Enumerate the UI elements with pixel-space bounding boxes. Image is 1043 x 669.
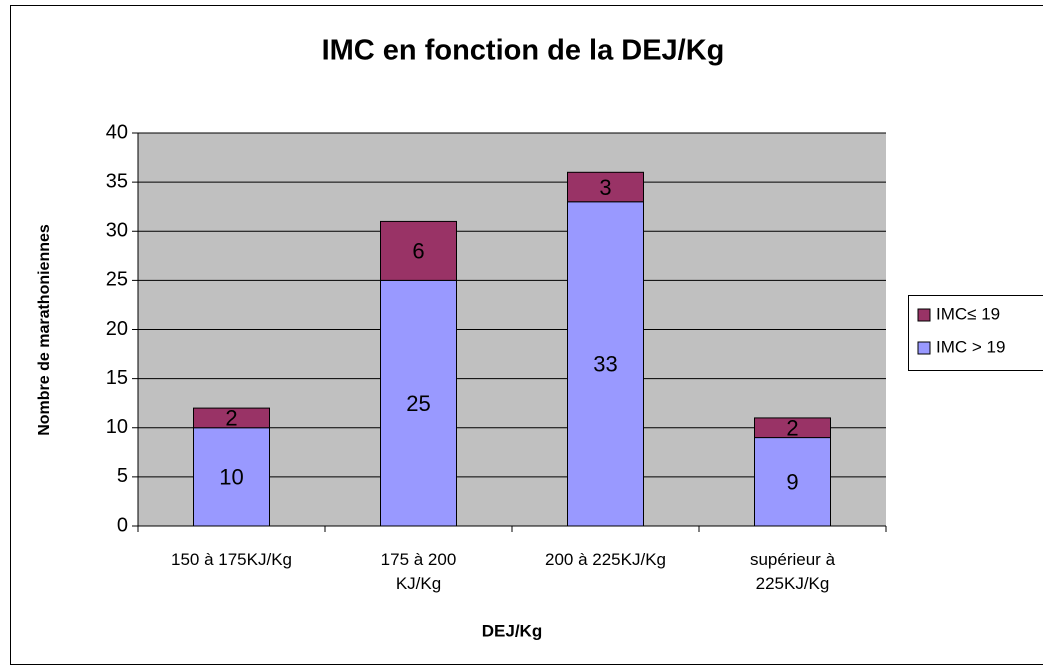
legend-label: IMC > 19 bbox=[936, 337, 1005, 356]
x-tick-label: 200 à 225KJ/Kg bbox=[545, 550, 666, 569]
bar-segment bbox=[380, 279, 457, 527]
x-tick-label: supérieur à 225KJ/Kg bbox=[749, 550, 836, 593]
legend-label: IMC≤ 19 bbox=[936, 304, 1000, 323]
y-tick-label: 30 bbox=[106, 220, 128, 242]
data-label: 6 bbox=[412, 239, 424, 264]
y-tick-label: 5 bbox=[117, 465, 128, 487]
y-tick-label: 20 bbox=[106, 318, 128, 340]
y-tick-label: 15 bbox=[106, 367, 128, 389]
y-axis-label: Nombre de marathoniennes bbox=[36, 224, 53, 436]
data-label: 33 bbox=[593, 352, 617, 377]
data-label: 25 bbox=[406, 391, 430, 416]
bar-segment bbox=[754, 437, 831, 527]
bar-segment bbox=[567, 171, 644, 203]
legend-swatch bbox=[917, 308, 931, 322]
data-label: 10 bbox=[219, 465, 243, 490]
legend-swatch bbox=[917, 341, 931, 355]
chart-title: IMC en fonction de la DEJ/Kg bbox=[322, 35, 725, 67]
data-label: 2 bbox=[786, 416, 798, 441]
y-tick-label: 40 bbox=[106, 121, 128, 143]
data-label: 2 bbox=[225, 406, 237, 431]
y-tick-label: 10 bbox=[106, 416, 128, 438]
data-label: 3 bbox=[599, 175, 611, 200]
data-label: 9 bbox=[786, 470, 798, 495]
x-axis-label: DEJ/Kg bbox=[482, 621, 542, 640]
y-tick-label: 25 bbox=[106, 269, 128, 291]
bar-segment bbox=[193, 407, 270, 429]
x-tick-label: 175 à 200 KJ/Kg bbox=[380, 550, 457, 593]
legend-box bbox=[908, 295, 1043, 371]
bar-segment bbox=[754, 417, 831, 439]
x-tick-label: 150 à 175KJ/Kg bbox=[171, 550, 292, 569]
bar-segment bbox=[193, 427, 270, 527]
bar-segment bbox=[567, 201, 644, 527]
y-tick-label: 0 bbox=[117, 514, 128, 536]
y-tick-label: 35 bbox=[106, 170, 128, 192]
bar-segment bbox=[380, 220, 457, 281]
